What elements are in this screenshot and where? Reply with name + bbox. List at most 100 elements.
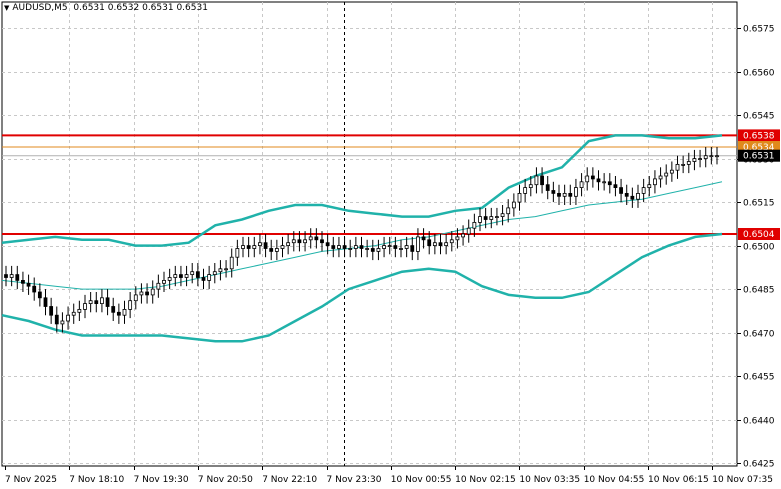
x-tick-label: 10 Nov 02:15: [455, 475, 516, 485]
candle-body: [387, 245, 392, 248]
candle-body: [534, 175, 539, 186]
candle-body: [438, 242, 443, 246]
candle-body: [641, 187, 646, 194]
candle-body: [540, 175, 544, 186]
candle-body: [692, 158, 697, 162]
candle-body: [207, 274, 212, 281]
candle-body: [325, 242, 330, 246]
level-price-label: 0.6534: [743, 143, 775, 153]
candle-body: [218, 268, 223, 273]
x-tick-label: 7 Nov 2025: [5, 475, 57, 485]
candle-body: [636, 192, 640, 200]
candle-body: [478, 216, 482, 223]
candle-body: [60, 320, 65, 325]
candle-body: [613, 184, 618, 188]
candle-body: [602, 181, 607, 184]
candle-body: [664, 172, 669, 177]
x-tick-label: 7 Nov 23:30: [327, 475, 382, 485]
x-tick-label: 7 Nov 18:10: [69, 475, 124, 485]
candle-body: [111, 306, 116, 313]
candle-body: [49, 306, 54, 316]
candle-body: [590, 175, 595, 180]
candle-body: [229, 256, 234, 270]
y-tick-label: 0.6455: [743, 373, 775, 383]
candle-body: [224, 268, 228, 271]
candle-body: [511, 201, 516, 209]
candle-body: [100, 297, 104, 304]
candle-body: [585, 175, 590, 183]
candle-body: [472, 221, 477, 229]
candle-body: [252, 245, 257, 249]
candle-body: [348, 248, 353, 250]
candle-body: [71, 311, 76, 316]
candle-body: [32, 285, 37, 293]
x-tick-label: 10 Nov 06:15: [648, 475, 709, 485]
x-tick-label: 7 Nov 22:10: [262, 475, 317, 485]
candle-body: [568, 192, 573, 197]
chart-header: ▼ AUDUSD,M5 0.6531 0.6532 0.6531 0.6531: [4, 3, 208, 13]
candle-body: [432, 242, 437, 246]
candle-body: [274, 248, 279, 252]
candle-body: [297, 239, 302, 244]
candle-body: [83, 303, 87, 310]
candle-body: [21, 279, 25, 284]
candle-body: [320, 239, 324, 244]
level-price-label: 0.6504: [743, 230, 775, 240]
candle-body: [523, 187, 528, 194]
candle-body: [37, 291, 42, 299]
candle-body: [399, 248, 403, 250]
candle-body: [150, 288, 155, 296]
x-tick-label: 7 Nov 20:50: [198, 475, 253, 485]
candle-body: [94, 300, 99, 305]
level-price-label: 0.6538: [743, 131, 775, 141]
candle-body: [551, 190, 556, 194]
candle-body: [179, 274, 183, 278]
triangle-down-icon[interactable]: ▼: [4, 4, 10, 12]
candle-body: [574, 187, 578, 197]
x-tick-label: 10 Nov 00:55: [391, 475, 452, 485]
candle-body: [658, 175, 663, 180]
candle-body: [145, 291, 149, 296]
candle-body: [9, 274, 14, 278]
candle-body: [483, 216, 488, 220]
bollinger-lower-line: [1, 232, 723, 343]
candle-body: [54, 314, 59, 325]
ohlc-values: 0.6531 0.6532 0.6531 0.6531: [73, 3, 208, 13]
candle-body: [647, 184, 652, 188]
candle-body: [449, 239, 454, 244]
candle-body: [562, 192, 567, 197]
candle-body: [715, 155, 719, 158]
candle-body: [370, 248, 375, 252]
candle-body: [517, 192, 522, 203]
y-tick-label: 0.6575: [743, 25, 775, 35]
candle-body: [382, 245, 386, 249]
candle-body: [500, 213, 505, 217]
candle-body: [506, 207, 511, 215]
bollinger-upper-line: [1, 134, 723, 247]
y-tick-label: 0.6425: [743, 460, 775, 470]
symbol-label: AUDUSD,M5: [12, 3, 68, 13]
y-tick-label: 0.6560: [743, 69, 775, 79]
candle-body: [88, 300, 93, 305]
candle-body: [545, 184, 550, 191]
candle-body: [353, 245, 358, 249]
current-price-label: 0.6531: [743, 152, 775, 162]
candle-body: [466, 227, 471, 235]
candle-body: [331, 245, 336, 249]
candle-body: [444, 242, 449, 246]
candle-body: [212, 271, 217, 276]
candle-body: [557, 192, 561, 197]
candle-body: [596, 178, 601, 183]
candle-body: [653, 178, 657, 186]
candle-body: [669, 169, 674, 174]
candle-body: [495, 216, 499, 219]
candle-body: [461, 233, 465, 238]
candle-body: [286, 242, 291, 246]
candle-body: [410, 245, 415, 252]
candle-body: [15, 274, 20, 281]
candle-body: [190, 271, 195, 276]
candle-body: [393, 245, 398, 249]
candle-body: [303, 239, 307, 244]
